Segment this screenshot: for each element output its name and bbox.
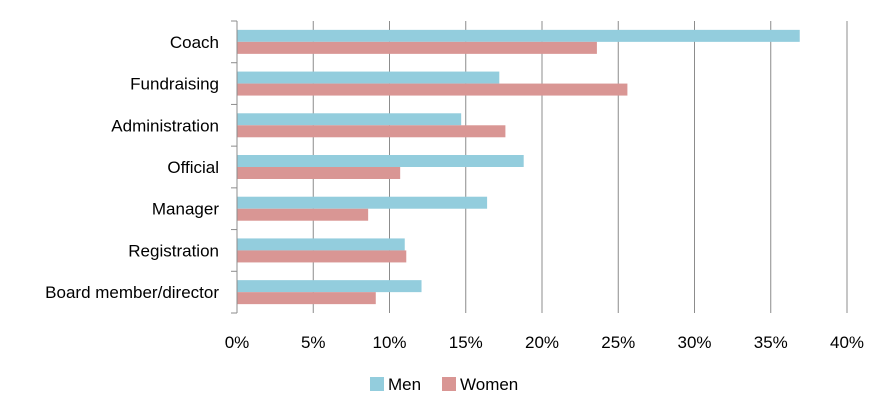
bar-women-6	[237, 250, 407, 263]
category-label: Registration	[128, 241, 219, 260]
x-tick-label: 15%	[449, 333, 483, 352]
x-tick-labels: 0% 5% 10% 15% 20% 25% 30% 35% 40%	[225, 333, 864, 352]
x-tick-label: 0%	[225, 333, 250, 352]
x-tick-label: 20%	[525, 333, 559, 352]
category-label: Board member/director	[45, 283, 219, 302]
x-tick-label: 30%	[677, 333, 711, 352]
bar-men-1	[237, 29, 800, 42]
bar-men-2	[237, 71, 500, 84]
bar-men-7	[237, 280, 422, 293]
bar-women-3	[237, 125, 506, 138]
legend-swatch-women	[442, 377, 456, 391]
category-label: Fundraising	[130, 75, 219, 94]
legend-label-men: Men	[388, 375, 421, 394]
axes	[231, 20, 238, 314]
x-tick-label: 10%	[372, 333, 406, 352]
bar-men-6	[237, 238, 405, 251]
bar-women-7	[237, 292, 376, 305]
bar-men-4	[237, 155, 524, 167]
category-label: Administration	[111, 116, 219, 135]
x-tick-label: 40%	[830, 333, 864, 352]
bar-men-3	[237, 113, 462, 126]
bar-women-1	[237, 41, 597, 54]
x-tick-label: 35%	[754, 333, 788, 352]
legend-label-women: Women	[460, 375, 518, 394]
bars	[237, 29, 800, 305]
legend-swatch-men	[370, 377, 384, 391]
x-tick-label: 25%	[601, 333, 635, 352]
legend: Men Women	[370, 375, 518, 394]
bar-men-5	[237, 196, 488, 209]
bar-women-2	[237, 83, 628, 96]
bar-women-4	[237, 167, 401, 179]
bar-women-5	[237, 208, 369, 221]
category-label: Official	[167, 158, 219, 177]
x-tick-label: 5%	[301, 333, 326, 352]
category-labels: Coach Fundraising Administration Official Ma…	[45, 33, 219, 302]
category-label: Manager	[152, 200, 219, 219]
category-label: Coach	[170, 33, 219, 52]
